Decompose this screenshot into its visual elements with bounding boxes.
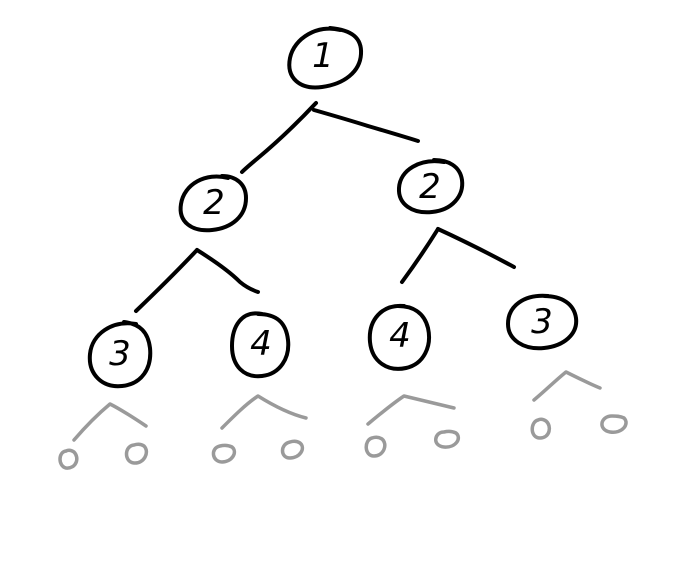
continuation-leaf: [280, 439, 305, 460]
continuation-under-node-3-right: [530, 370, 628, 440]
node-3-left-circle: [87, 320, 153, 389]
node-1-label: 1: [312, 36, 334, 76]
node-4-right-circle: [367, 303, 431, 371]
node-2-left-circle: [178, 174, 248, 233]
node-4-left-label: 4: [250, 324, 272, 364]
continuation-branches: [58, 370, 628, 470]
node-4-left: 4: [230, 311, 291, 379]
continuation-leaf: [58, 448, 79, 470]
node-3-right-circle: [506, 293, 579, 351]
edge-2r-to-3: [436, 227, 516, 269]
edge-1-to-2-right: [312, 108, 420, 143]
edge-1-to-2-left: [240, 101, 318, 174]
continuation-leaf: [364, 435, 387, 458]
edge-2-to-3: [134, 248, 199, 313]
node-2-right-circle: [397, 158, 465, 215]
node-4-right-label: 4: [389, 316, 411, 356]
continuation-leaf: [530, 417, 552, 440]
node-1-circle: [287, 26, 364, 90]
node-3-left: 3: [87, 320, 153, 389]
node-3-left-label: 3: [109, 334, 131, 374]
continuation-leaf: [211, 443, 237, 464]
continuation-under-node-4-left: [211, 394, 308, 464]
node-4-left-circle: [230, 311, 291, 379]
continuation-edge: [366, 394, 456, 426]
continuation-edge: [220, 394, 308, 430]
continuation-edge: [72, 402, 148, 442]
tree-nodes: 1 2 2 3 4 4: [87, 26, 579, 389]
node-1-root: 1: [287, 26, 364, 90]
node-2-left-label: 2: [203, 183, 225, 223]
edge-2-to-4: [195, 248, 260, 294]
tree-edges: [134, 101, 516, 313]
continuation-edge: [532, 370, 602, 402]
continuation-under-node-4-right: [364, 394, 461, 458]
continuation-leaf: [124, 442, 149, 465]
continuation-under-node-3-left: [58, 402, 149, 470]
continuation-leaf: [600, 414, 628, 434]
node-2-right-label: 2: [419, 167, 441, 207]
edge-2r-to-4: [400, 227, 440, 284]
continuation-leaf: [434, 429, 461, 449]
node-4-right: 4: [367, 303, 431, 371]
node-3-right: 3: [506, 293, 579, 351]
node-2-right: 2: [397, 158, 465, 215]
node-2-left: 2: [178, 174, 248, 233]
node-3-right-label: 3: [531, 302, 553, 342]
